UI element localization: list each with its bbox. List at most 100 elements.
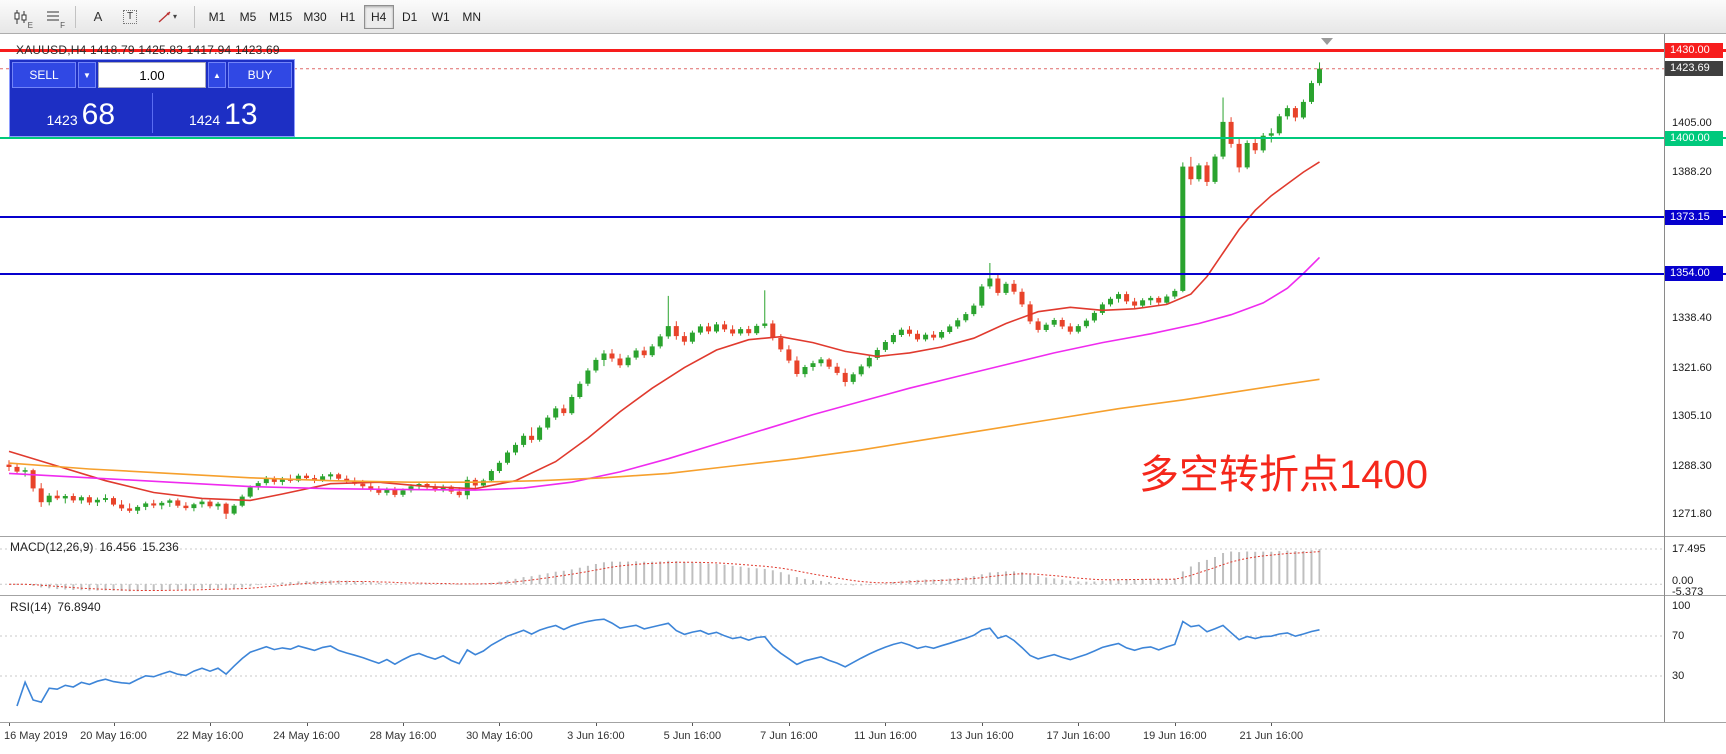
price-axis-border [1664, 34, 1665, 722]
candlestick-chart-icon[interactable]: E [6, 3, 36, 31]
time-axis-label: 16 May 2019 [4, 730, 68, 742]
macd-scale-max: 17.495 [1672, 543, 1706, 555]
rsi-scale-top: 100 [1672, 600, 1691, 612]
dropdown-caret-icon[interactable]: ▾ [172, 12, 177, 21]
timeframe-toolbar: M1 M5 M15 M30 H1 H4 D1 W1 MN [202, 4, 487, 29]
timeframe-h4-button[interactable]: H4 [363, 4, 394, 29]
macd-indicator[interactable] [0, 537, 1664, 595]
rsi-panel-border [0, 595, 1726, 596]
timeframe-m30-button[interactable]: M30 [303, 9, 327, 24]
rsi-title: RSI(14) [10, 600, 52, 614]
annotation-text: 多空转折点1400 [1139, 453, 1428, 497]
chart-shift-marker[interactable] [1321, 38, 1333, 45]
time-axis-tick [595, 722, 597, 726]
letter-t-glyph: T [122, 9, 138, 24]
time-axis-tick [1174, 722, 1176, 726]
macd-scale-zero: 0.00 [1672, 575, 1694, 587]
volume-up-button[interactable]: ▲ [208, 62, 226, 88]
candles-layer [6, 62, 1322, 519]
time-axis-tick [499, 722, 501, 726]
price-axis-label: 1321.60 [1672, 361, 1712, 374]
time-axis-label: 24 May 16:00 [273, 730, 340, 742]
price-axis[interactable]: 17.495 0.00 -5.373 100 70 30 1421.901405… [1664, 34, 1726, 722]
time-axis-label: 21 Jun 16:00 [1239, 730, 1304, 742]
macd-signal-line [8, 551, 1320, 591]
price-badge-1354.00: 1354.00 [1665, 266, 1723, 281]
rsi-value: 76.8940 [57, 600, 101, 614]
slow-ma-line [8, 378, 1320, 483]
buy-button[interactable]: BUY [228, 62, 292, 88]
fast-ma-line [8, 161, 1320, 502]
one-click-trade-panel: SELL ▼ ▲ BUY 1423 68 1424 13 [9, 59, 295, 137]
horizontal-line-1430[interactable] [0, 48, 1726, 52]
rsi-scale-upper: 70 [1672, 630, 1685, 642]
rsi-line [16, 618, 1320, 707]
horizontal-line-1373.15[interactable] [0, 216, 1726, 219]
time-axis-label: 5 Jun 16:00 [663, 730, 722, 742]
time-axis[interactable]: 16 May 2019 20 May 16:00 22 May 16:00 24 Ma… [0, 722, 1726, 754]
price-badge-1373.15: 1373.15 [1665, 209, 1723, 225]
time-axis-label: 11 Jun 16:00 [853, 730, 917, 742]
time-axis-label: 3 Jun 16:00 [567, 730, 625, 742]
price-axis-label: 1305.10 [1672, 410, 1712, 423]
toolbar: E F A T ▾ M1 M5 M15 M30 H1 H4 D1 W1 MN [0, 0, 1726, 34]
macd-scale-min: -5.373 [1672, 586, 1704, 598]
toolbar-separator [75, 5, 76, 28]
rsi-indicator[interactable] [0, 596, 1664, 722]
timeframe-d1-button[interactable]: D1 [402, 9, 418, 24]
price-axis-label: 1288.30 [1672, 459, 1712, 472]
sell-price-pips: 68 [81, 98, 116, 131]
macd-signal-value: 15.236 [142, 540, 179, 554]
time-axis-tick [1078, 722, 1080, 726]
text-label-tool-icon[interactable]: T [115, 3, 145, 31]
timeframe-m15-button[interactable]: M15 [269, 9, 293, 24]
data-window-list-icon[interactable]: F [38, 3, 68, 31]
time-axis-tick [113, 722, 115, 726]
timeframe-m5-button[interactable]: M5 [239, 9, 257, 24]
price-chart[interactable] [0, 34, 1664, 536]
timeframe-h1-button[interactable]: H1 [340, 9, 356, 24]
time-axis-label: 30 May 16:00 [466, 730, 533, 742]
time-axis-tick [1271, 722, 1273, 726]
horizontal-line-1400[interactable] [0, 137, 1726, 140]
price-badge-1430.00: 1430.00 [1665, 42, 1723, 58]
text-a-tool-icon[interactable]: A [83, 3, 113, 31]
buy-price-pips: 13 [224, 98, 258, 131]
time-axis-label: 7 Jun 16:00 [760, 730, 818, 742]
macd-main-value: 16.456 [99, 540, 137, 554]
timeframe-mn-button[interactable]: MN [462, 9, 482, 24]
chart-title: XAUUSD,H4 1418.79 1425.83 1417.94 1423.6… [16, 43, 280, 57]
volume-input[interactable] [98, 62, 206, 88]
time-axis-label: 13 Jun 16:00 [949, 730, 1014, 742]
buy-price-display[interactable]: 1424 13 [153, 90, 295, 136]
macd-histogram [16, 549, 1321, 592]
time-axis-tick [788, 722, 790, 726]
time-axis-label: 19 Jun 16:00 [1142, 730, 1207, 742]
horizontal-line-1354[interactable] [0, 272, 1726, 275]
time-axis-tick [9, 722, 10, 726]
buy-price-main: 1424 [188, 112, 221, 128]
time-axis-tick [981, 722, 983, 726]
price-axis-label: 1271.80 [1672, 508, 1712, 521]
line-studies-icon[interactable]: ▾ [147, 3, 187, 31]
sell-button[interactable]: SELL [12, 62, 76, 88]
price-badge-1400.00: 1400.00 [1665, 130, 1723, 146]
macd-panel-border [0, 536, 1726, 537]
timeframe-w1-button[interactable]: W1 [431, 9, 450, 24]
volume-dropdown-button[interactable]: ▼ [78, 62, 96, 88]
time-axis-label: 28 May 16:00 [369, 730, 437, 742]
rsi-scale-lower: 30 [1672, 670, 1685, 682]
time-axis-tick [692, 722, 694, 726]
macd-label: MACD(12,26,9) 16.456 15.236 [10, 540, 185, 554]
time-axis-tick [403, 722, 404, 726]
trade-panel-divider [151, 93, 153, 133]
mid-ma-line [8, 256, 1321, 491]
timeframe-m1-button[interactable]: M1 [208, 9, 226, 24]
chart-workspace[interactable]: XAUUSD,H4 1418.79 1425.83 1417.94 1423.6… [0, 34, 1726, 754]
sell-price-display[interactable]: 1423 68 [10, 90, 152, 136]
icon-sub-letter: E [27, 20, 33, 30]
rsi-label: RSI(14) 76.8940 [10, 600, 107, 614]
price-axis-label: 1338.40 [1672, 312, 1712, 325]
price-badge-1423.69: 1423.69 [1665, 61, 1723, 77]
